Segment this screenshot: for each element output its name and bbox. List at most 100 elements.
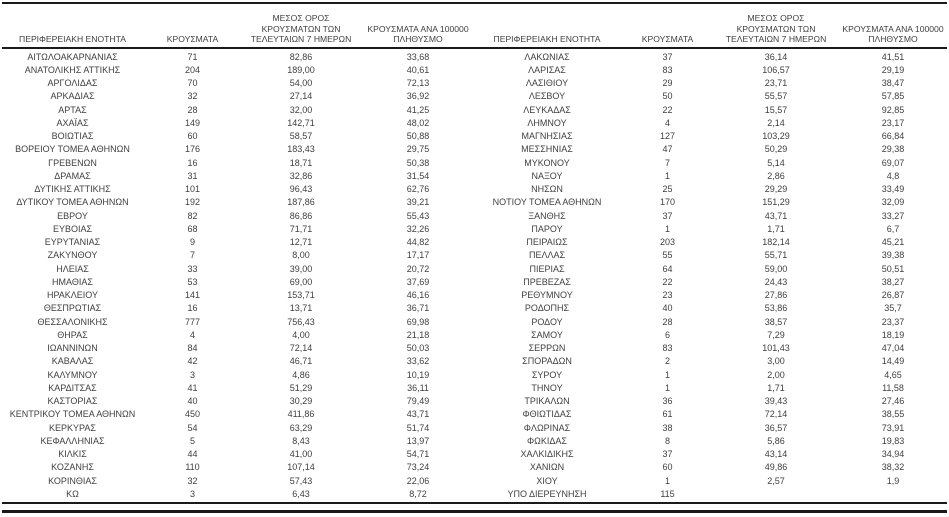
region-cell: ΙΩΑΝΝΙΝΩΝ bbox=[47, 343, 98, 354]
region-cell: ΗΜΑΘΙΑΣ bbox=[52, 276, 93, 287]
value-cell: 5,14 bbox=[767, 157, 785, 168]
value-cell: 17,17 bbox=[406, 250, 430, 261]
value-cell: 1 bbox=[664, 382, 670, 393]
value-cell: 31,54 bbox=[406, 170, 430, 181]
region-cell: ΓΡΕΒΕΝΩΝ bbox=[48, 157, 97, 168]
value-cell: 6,7 bbox=[886, 223, 900, 234]
value-cell: 4,65 bbox=[884, 369, 902, 380]
value-cell: 6,43 bbox=[292, 488, 310, 499]
value-cell: 44,82 bbox=[406, 237, 430, 248]
value-cell: 192 bbox=[184, 197, 201, 208]
value-cell: 39,43 bbox=[764, 396, 788, 407]
region-cell: ΚΕΡΚΥΡΑΣ bbox=[49, 422, 96, 433]
region-cell: ΑΝΑΤΟΛΙΚΗΣ ΑΤΤΙΚΗΣ bbox=[24, 64, 121, 75]
value-cell: 41,51 bbox=[881, 51, 905, 62]
value-cell: 127 bbox=[659, 131, 676, 142]
value-cell: 36,14 bbox=[764, 51, 788, 62]
value-cell: 51,74 bbox=[406, 422, 430, 433]
value-cell: 5,86 bbox=[767, 435, 785, 446]
value-cell: 106,57 bbox=[762, 64, 790, 75]
region-cell: ΑΡΚΑΔΙΑΣ bbox=[50, 91, 95, 102]
value-cell: 36,11 bbox=[407, 382, 429, 393]
region-cell: ΣΥΡΟΥ bbox=[531, 369, 563, 380]
value-cell: 1,71 bbox=[767, 382, 785, 393]
region-cell: ΑΡΓΟΛΙΔΑΣ bbox=[47, 78, 98, 89]
region-cell: ΜΥΚΟΝΟΥ bbox=[524, 157, 570, 168]
value-cell: 37 bbox=[662, 210, 673, 221]
value-cell: 69,00 bbox=[289, 276, 313, 287]
value-cell: 176 bbox=[184, 144, 201, 155]
region-cell: ΦΘΙΩΤΙΔΑΣ bbox=[522, 409, 572, 420]
value-cell: 61 bbox=[662, 409, 673, 420]
value-cell: 27,86 bbox=[764, 290, 788, 301]
value-cell: 32,00 bbox=[289, 104, 313, 115]
value-cell: 50,88 bbox=[406, 131, 430, 142]
region-cell: ΤΗΝΟΥ bbox=[531, 382, 563, 393]
value-cell: 149 bbox=[184, 117, 201, 128]
value-cell: 182,14 bbox=[762, 237, 790, 248]
value-cell: 7 bbox=[189, 250, 195, 261]
value-cell: 55 bbox=[662, 250, 673, 261]
value-cell: 44 bbox=[187, 449, 198, 460]
value-cell: 54,71 bbox=[406, 449, 430, 460]
value-cell: 1 bbox=[664, 475, 670, 486]
value-cell: 48,02 bbox=[406, 117, 430, 128]
region-cell: ΛΑΡΙΣΑΣ bbox=[528, 64, 566, 75]
value-cell: 4,8 bbox=[886, 170, 900, 181]
value-cell: 39,38 bbox=[881, 250, 905, 261]
value-cell: 23 bbox=[662, 290, 673, 301]
region-cell: ΕΒΡΟΥ bbox=[57, 210, 88, 221]
table-header: ΠΕΡΙΦΕΡΕΙΑΚΗ ΕΝΟΤΗΤΑ ΚΡΟΥΣΜΑΤΑ ΜΕΣΟΣ ΟΡΟ… bbox=[0, 6, 949, 46]
value-cell: 18,71 bbox=[289, 157, 313, 168]
region-cell: ΔΥΤΙΚΟΥ ΤΟΜΕΑ ΑΘΗΝΩΝ bbox=[16, 197, 129, 208]
value-cell: 33,49 bbox=[881, 184, 905, 195]
region-cell: ΣΑΜΟΥ bbox=[531, 329, 563, 340]
value-cell: 37,69 bbox=[406, 276, 430, 287]
value-cell: 2,57 bbox=[767, 475, 785, 486]
value-cell: 23,71 bbox=[764, 78, 788, 89]
value-cell: 8 bbox=[664, 435, 670, 446]
value-cell: 187,86 bbox=[287, 197, 315, 208]
value-cell: 33 bbox=[187, 263, 198, 274]
value-cell: 153,71 bbox=[287, 290, 315, 301]
value-cell: 28 bbox=[662, 316, 673, 327]
value-cell: 2 bbox=[664, 356, 670, 367]
value-cell: 103,29 bbox=[762, 131, 790, 142]
region-cell: ΗΛΕΙΑΣ bbox=[56, 263, 89, 274]
header-per100k-left: ΚΡΟΥΣΜΑΤΑ ΑΝΑ 100000 ΠΛΗΘΥΣΜΟ bbox=[367, 23, 469, 45]
region-cell: ΧΙΟΥ bbox=[536, 475, 558, 486]
value-cell: 38,57 bbox=[764, 316, 788, 327]
value-cell: 3,00 bbox=[767, 356, 785, 367]
value-cell: 39,00 bbox=[289, 263, 313, 274]
value-cell: 39,21 bbox=[406, 197, 430, 208]
value-cell: 29,38 bbox=[881, 144, 905, 155]
value-cell: 11,58 bbox=[882, 382, 904, 393]
value-cell: 4 bbox=[189, 329, 195, 340]
value-cell: 82,86 bbox=[289, 51, 313, 62]
value-cell: 46,71 bbox=[289, 356, 313, 367]
value-cell: 20,72 bbox=[406, 263, 430, 274]
value-cell: 71 bbox=[187, 51, 198, 62]
value-cell: 37 bbox=[662, 449, 673, 460]
value-cell: 38,55 bbox=[881, 409, 905, 420]
region-cell: ΦΩΚΙΔΑΣ bbox=[527, 435, 567, 446]
value-cell: 33,62 bbox=[406, 356, 430, 367]
value-cell: 170 bbox=[659, 197, 676, 208]
value-cell: 142,71 bbox=[287, 117, 315, 128]
region-cell: ΠΑΡΟΥ bbox=[531, 223, 563, 234]
value-cell: 50,03 bbox=[406, 343, 430, 354]
value-cell: 92,85 bbox=[881, 104, 905, 115]
value-cell: 1,9 bbox=[886, 475, 900, 486]
region-cell: ΦΛΩΡΙΝΑΣ bbox=[523, 422, 571, 433]
region-cell: ΡΟΔΟΠΗΣ bbox=[524, 303, 570, 314]
value-cell: 32 bbox=[187, 91, 198, 102]
value-cell: 55,71 bbox=[764, 250, 788, 261]
value-cell: 69,98 bbox=[406, 316, 430, 327]
value-cell: 4,86 bbox=[292, 369, 310, 380]
region-cell: ΛΗΜΝΟΥ bbox=[527, 117, 567, 128]
value-cell: 84 bbox=[187, 343, 198, 354]
value-cell: 54,00 bbox=[289, 78, 313, 89]
value-cell: 1 bbox=[664, 170, 670, 181]
value-cell: 450 bbox=[184, 409, 201, 420]
